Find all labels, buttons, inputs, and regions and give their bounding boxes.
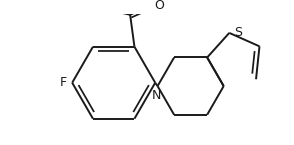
Text: F: F bbox=[60, 76, 67, 89]
Text: N: N bbox=[152, 89, 161, 102]
Text: S: S bbox=[234, 26, 242, 39]
Text: O: O bbox=[154, 0, 164, 12]
